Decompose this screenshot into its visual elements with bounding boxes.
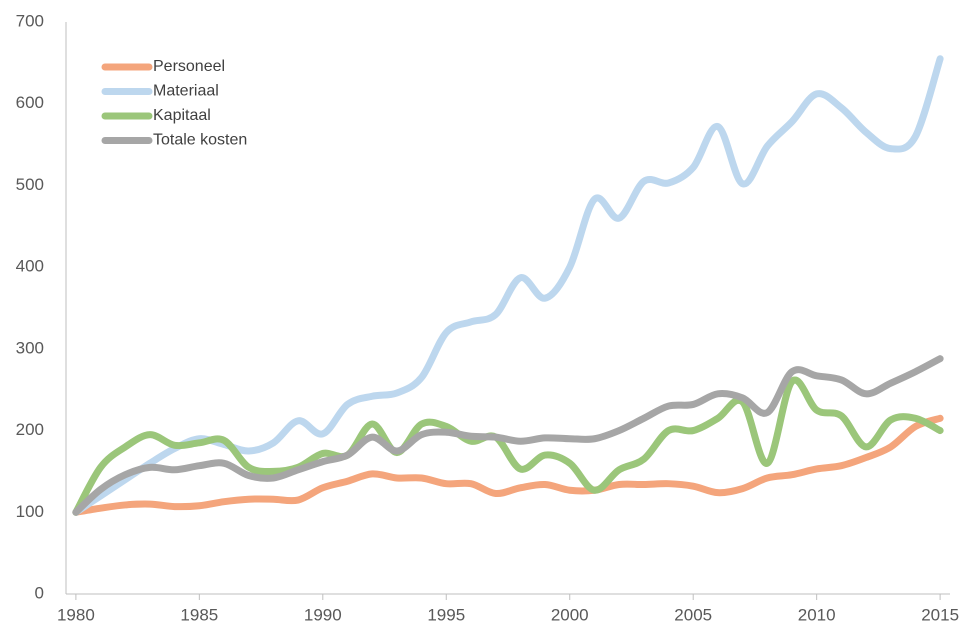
legend-label: Totale kosten <box>153 132 247 149</box>
legend-label: Personeel <box>153 58 225 75</box>
x-tick-label: 2015 <box>921 605 959 624</box>
x-tick-label: 1995 <box>427 605 465 624</box>
x-tick-label: 1990 <box>304 605 342 624</box>
x-tick-label: 1985 <box>180 605 218 624</box>
y-tick-label: 300 <box>16 338 44 357</box>
y-tick-label: 200 <box>16 420 44 439</box>
y-tick-label: 500 <box>16 175 44 194</box>
y-tick-label: 0 <box>35 583 44 602</box>
x-tick-label: 2000 <box>551 605 589 624</box>
series-line <box>72 376 944 516</box>
x-tick-label: 1980 <box>57 605 95 624</box>
y-tick-label: 400 <box>16 257 44 276</box>
series-line <box>72 414 944 516</box>
legend-label: Materiaal <box>153 83 219 100</box>
y-tick-label: 700 <box>16 11 44 30</box>
x-tick-label: 2010 <box>798 605 836 624</box>
legend-label: Kapitaal <box>153 107 211 124</box>
y-tick-label: 600 <box>16 93 44 112</box>
series-line <box>72 355 944 516</box>
y-tick-label: 100 <box>16 502 44 521</box>
x-tick-label: 2005 <box>674 605 712 624</box>
